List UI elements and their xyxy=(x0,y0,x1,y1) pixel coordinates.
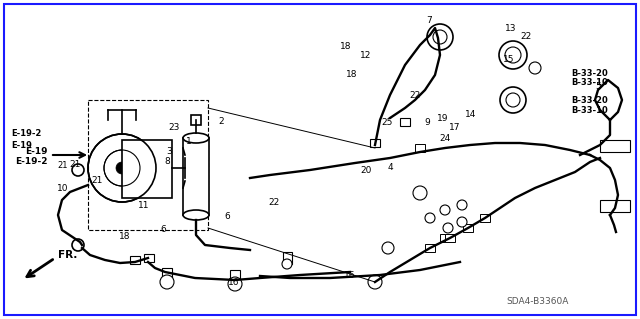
Ellipse shape xyxy=(183,133,209,143)
Text: 24: 24 xyxy=(439,134,451,143)
Text: B-33-10: B-33-10 xyxy=(571,78,607,87)
Circle shape xyxy=(382,242,394,254)
Bar xyxy=(122,140,172,198)
Circle shape xyxy=(413,186,427,200)
Text: 23: 23 xyxy=(168,123,180,132)
Circle shape xyxy=(505,47,521,63)
Text: 22: 22 xyxy=(520,32,532,41)
Text: E-19-2: E-19-2 xyxy=(15,158,48,167)
Circle shape xyxy=(433,30,447,44)
Text: 6: 6 xyxy=(161,225,166,234)
Bar xyxy=(463,224,473,232)
Text: 16: 16 xyxy=(228,278,239,287)
Bar xyxy=(88,100,208,230)
Text: 18: 18 xyxy=(346,70,358,79)
Bar xyxy=(283,252,292,264)
Text: B-33-10: B-33-10 xyxy=(571,106,607,115)
Circle shape xyxy=(529,62,541,74)
Text: 1: 1 xyxy=(186,137,191,146)
Text: 13: 13 xyxy=(505,24,516,33)
Text: 2: 2 xyxy=(218,117,223,126)
Text: FR.: FR. xyxy=(58,250,77,260)
Text: 14: 14 xyxy=(465,110,476,119)
Text: 20: 20 xyxy=(360,166,372,175)
Text: 7: 7 xyxy=(426,16,431,25)
Bar xyxy=(183,138,209,215)
Text: 18: 18 xyxy=(340,42,351,51)
Text: 12: 12 xyxy=(360,51,372,60)
Bar xyxy=(440,234,450,242)
Bar xyxy=(162,268,172,280)
Text: B-33-20: B-33-20 xyxy=(571,69,607,78)
Bar xyxy=(415,144,425,152)
Text: 17: 17 xyxy=(449,123,460,132)
Circle shape xyxy=(282,259,292,269)
Bar xyxy=(400,118,410,126)
Text: 9: 9 xyxy=(425,118,430,127)
Text: 11: 11 xyxy=(138,201,150,210)
Ellipse shape xyxy=(183,210,209,220)
Circle shape xyxy=(457,200,467,210)
Circle shape xyxy=(427,24,453,50)
Circle shape xyxy=(228,277,242,291)
Circle shape xyxy=(500,87,526,113)
Circle shape xyxy=(116,162,128,174)
Text: 16: 16 xyxy=(344,271,356,279)
Bar xyxy=(480,214,490,222)
Bar xyxy=(191,115,201,125)
Text: 4: 4 xyxy=(388,163,393,172)
Text: 3: 3 xyxy=(167,147,172,156)
Circle shape xyxy=(443,223,453,233)
Text: 6: 6 xyxy=(225,212,230,221)
Bar xyxy=(130,256,140,264)
Text: 21: 21 xyxy=(70,160,81,169)
Bar xyxy=(600,200,630,212)
Text: 18: 18 xyxy=(119,232,131,241)
Text: 25: 25 xyxy=(381,118,393,127)
Bar xyxy=(425,244,435,252)
Text: E-19-2: E-19-2 xyxy=(12,130,42,138)
Text: E-19: E-19 xyxy=(26,147,48,157)
Text: 8: 8 xyxy=(165,157,170,166)
Circle shape xyxy=(160,275,174,289)
Text: 5: 5 xyxy=(596,82,601,91)
Circle shape xyxy=(72,239,84,251)
Circle shape xyxy=(499,41,527,69)
Bar xyxy=(370,139,380,147)
Text: E-19: E-19 xyxy=(12,141,33,150)
Text: B-33-20: B-33-20 xyxy=(571,96,607,105)
Text: 19: 19 xyxy=(437,114,449,122)
Bar xyxy=(230,270,240,282)
Circle shape xyxy=(425,213,435,223)
Text: SDA4-B3360A: SDA4-B3360A xyxy=(506,297,569,306)
Text: 22: 22 xyxy=(268,198,280,207)
Circle shape xyxy=(368,275,382,289)
Circle shape xyxy=(440,205,450,215)
Bar xyxy=(144,254,154,262)
Circle shape xyxy=(506,93,520,107)
Circle shape xyxy=(457,217,467,227)
Text: 22: 22 xyxy=(409,91,420,100)
Text: 15: 15 xyxy=(503,55,515,63)
Text: 21: 21 xyxy=(92,176,103,185)
Bar xyxy=(600,140,630,152)
Circle shape xyxy=(72,164,84,176)
Text: 21: 21 xyxy=(58,160,68,169)
Bar xyxy=(445,234,455,242)
Text: 10: 10 xyxy=(57,184,68,193)
